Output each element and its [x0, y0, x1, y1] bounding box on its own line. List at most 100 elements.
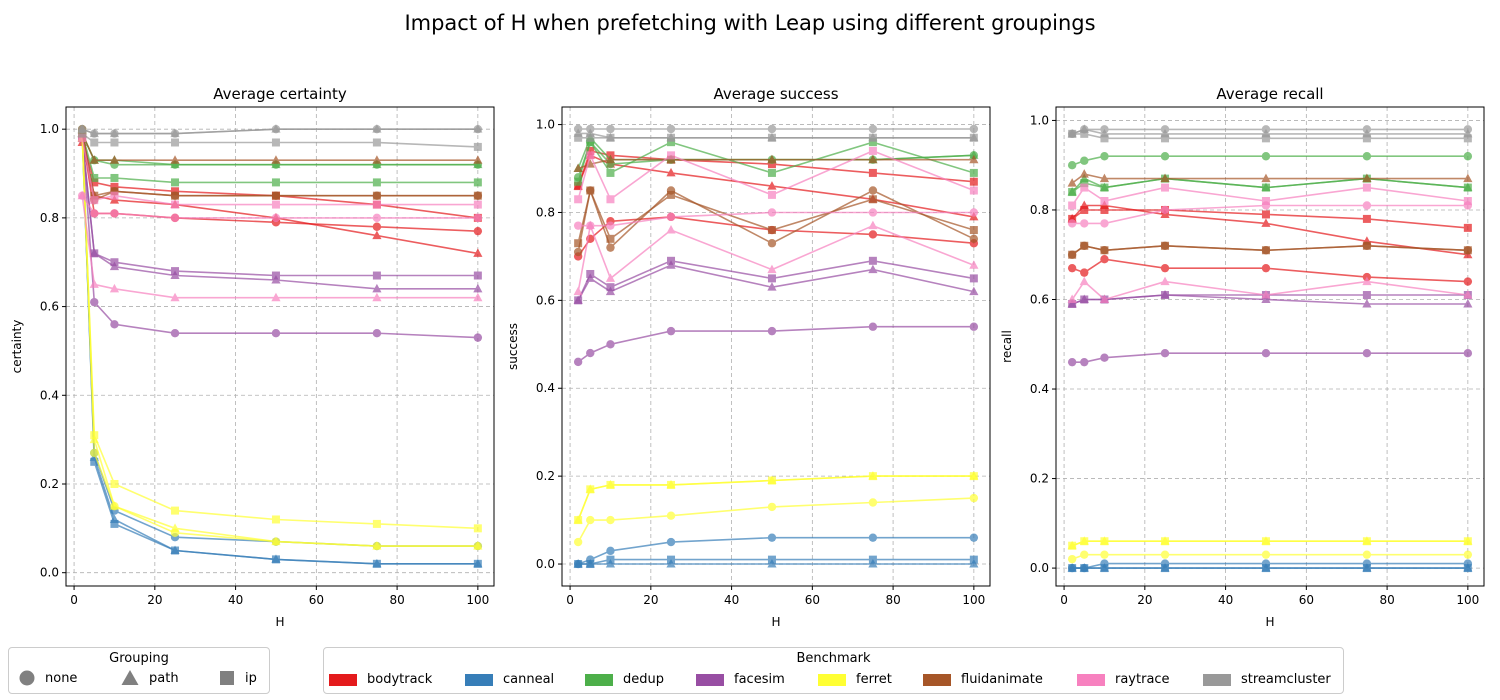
chart-1-series-facesim-ip [78, 134, 482, 280]
data-point [90, 249, 99, 258]
data-point [1362, 291, 1371, 300]
data-point [667, 256, 676, 265]
data-point [1067, 219, 1077, 228]
grouping-legend-title: Grouping [109, 651, 169, 666]
data-point [372, 138, 381, 147]
data-point [767, 208, 777, 217]
data-point [1080, 129, 1089, 138]
data-point [1362, 550, 1372, 559]
data-point [110, 479, 119, 488]
data-point [271, 178, 280, 187]
series-line [81, 128, 478, 135]
data-point [1067, 357, 1077, 367]
chart-1-title: Average certainty [213, 85, 347, 103]
chart-2-series-bodytrack-none [573, 212, 979, 261]
chart-2-series-canneal-ip [574, 555, 978, 569]
data-point [1463, 223, 1472, 232]
data-point [1100, 183, 1109, 192]
data-point [90, 448, 99, 458]
chart-1-y-tick-label: 0.6 [40, 300, 59, 314]
color-swatch [1077, 673, 1105, 686]
data-point [586, 560, 595, 569]
data-point [573, 247, 583, 257]
data-point [1261, 246, 1270, 255]
chart-3-x-tick-label: 80 [1379, 593, 1394, 607]
data-point [171, 200, 180, 209]
data-point [109, 501, 120, 510]
chart-1-y-tick-label: 0.2 [40, 477, 59, 491]
data-point [1362, 152, 1372, 161]
data-point [605, 273, 616, 282]
chart-1-y-tick-label: 0.0 [40, 566, 59, 580]
data-point [473, 159, 483, 169]
series-line [577, 475, 974, 521]
data-point [666, 537, 676, 547]
data-point [1362, 537, 1371, 546]
chart-1-x-tick-label: 80 [389, 593, 404, 607]
data-point [473, 541, 483, 550]
series-line [81, 129, 478, 547]
data-point [170, 523, 180, 532]
data-point [1100, 197, 1109, 206]
data-point [1463, 173, 1473, 183]
data-point [473, 559, 482, 568]
data-point [1261, 263, 1271, 273]
chart-2-x-tick-label: 0 [566, 593, 574, 607]
chart-1-x-tick-label: 100 [466, 593, 489, 607]
chart-1-series-raytrace-ip [78, 134, 482, 209]
data-point [1067, 160, 1077, 170]
data-point [969, 260, 979, 269]
data-point [473, 191, 482, 200]
data-point [666, 225, 676, 234]
data-point [1463, 134, 1472, 143]
benchmark-legend-item-canneal: canneal [465, 672, 554, 687]
benchmark-legend-item-ferret: ferret [818, 672, 892, 687]
data-point [1261, 197, 1270, 206]
data-point [271, 292, 281, 302]
benchmark-legend-item-raytrace: raytrace [1077, 672, 1170, 687]
chart-2-title: Average success [713, 85, 838, 103]
data-point [1261, 218, 1271, 227]
chart-1-series-streamcluster-path [77, 124, 483, 138]
data-point [1261, 173, 1271, 183]
data-point [171, 138, 180, 147]
data-point [767, 239, 777, 248]
chart-1-series-dedup-path [77, 128, 483, 169]
data-point [1261, 152, 1271, 161]
data-point [969, 472, 978, 481]
data-point [473, 155, 483, 164]
chart-2-y-tick-label: 0.4 [536, 381, 555, 395]
chart-3-title: Average recall [1216, 85, 1323, 103]
data-point [666, 124, 676, 134]
data-point [271, 555, 280, 564]
benchmark-legend-label: raytrace [1115, 672, 1170, 687]
chart-1-y-tick-label: 0.4 [40, 388, 59, 402]
data-point [1362, 349, 1372, 358]
data-point [372, 328, 382, 338]
data-point [586, 269, 595, 278]
data-point [767, 476, 776, 485]
data-point [1463, 246, 1472, 255]
data-point [574, 177, 583, 186]
data-point [606, 515, 615, 525]
series-line [1071, 540, 1468, 547]
benchmark-legend-item-streamcluster: streamcluster [1203, 672, 1331, 687]
chart-2-x-tick-label: 60 [805, 593, 820, 607]
data-point [606, 283, 615, 292]
data-point [767, 274, 776, 283]
data-point [1080, 156, 1089, 165]
series-line [577, 222, 975, 292]
data-point [1068, 214, 1077, 223]
data-point [586, 151, 595, 160]
data-point [110, 519, 119, 528]
data-point [1261, 183, 1270, 192]
data-point [1463, 152, 1473, 161]
data-point [1261, 134, 1270, 143]
data-point [585, 220, 595, 230]
data-point [109, 155, 120, 164]
chart-2-x-tick-label: 80 [885, 593, 900, 607]
data-point [372, 222, 382, 231]
data-point [171, 506, 180, 515]
data-point [586, 146, 595, 155]
benchmark-legend: Benchmark bodytrack canneal dedup facesi… [323, 647, 1344, 694]
